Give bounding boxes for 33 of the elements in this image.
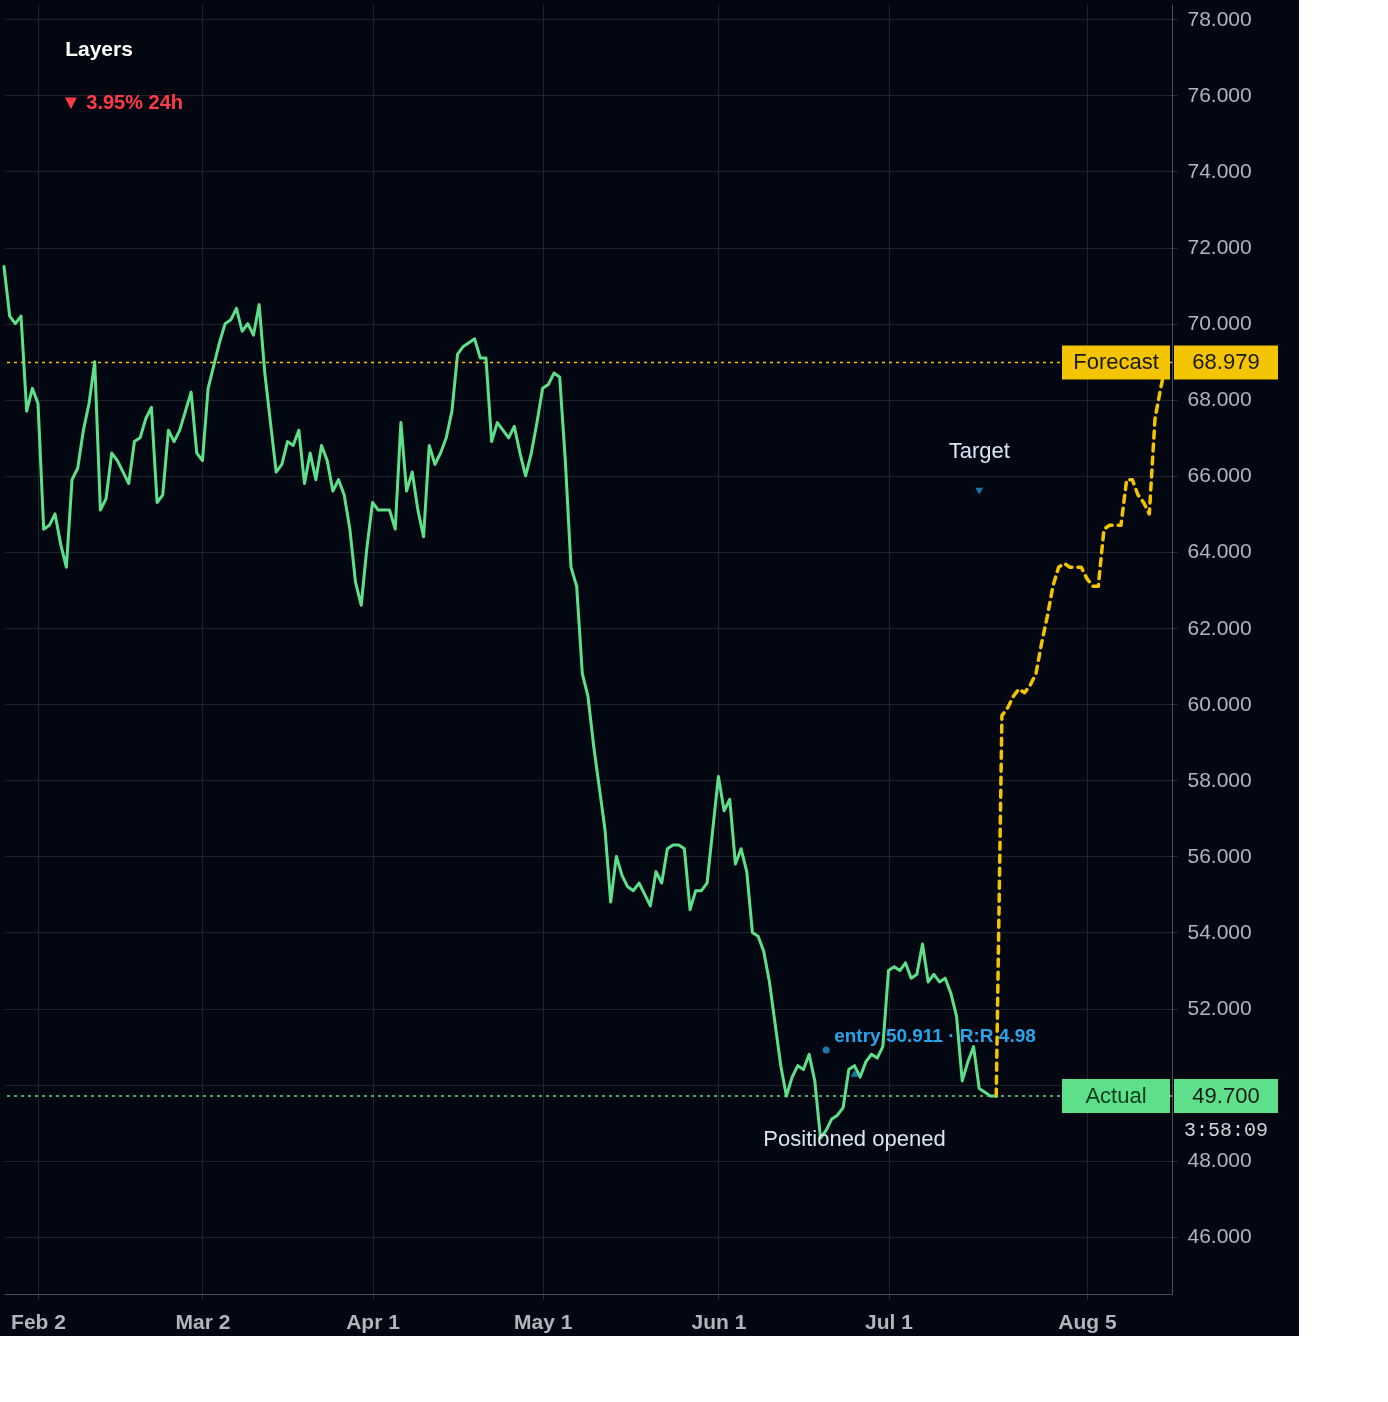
annotation: Target	[948, 438, 1010, 464]
y-tick-label: 46.000	[1187, 1224, 1252, 1248]
text: 68.979	[1192, 349, 1260, 375]
y-tick-label: 56.000	[1187, 843, 1252, 867]
x-tick-label: Jul 1	[865, 1309, 914, 1333]
x-tick-label: Apr 1	[346, 1309, 401, 1333]
annotation: ▼ 3.95% 24h	[60, 91, 184, 113]
y-tick-label: 64.000	[1187, 539, 1252, 563]
y-tick-label: 68.000	[1187, 387, 1252, 411]
y-tick-label: 54.000	[1187, 920, 1252, 943]
x-tick-label: Aug 5	[1058, 1309, 1117, 1333]
y-tick-label: 78.000	[1187, 6, 1252, 30]
annotation: Positioned opened	[763, 1126, 946, 1152]
ref-line-label: Actual	[1085, 1083, 1147, 1109]
y-tick-label: 58.000	[1187, 767, 1252, 791]
y-tick-label: 76.000	[1187, 82, 1252, 106]
annotation: entry 50.911 · R:R 4.98	[834, 1025, 1036, 1047]
x-tick-label: Feb 2	[11, 1309, 66, 1333]
y-tick-label: 66.000	[1187, 463, 1252, 487]
y-tick-label: 48.000	[1187, 1148, 1252, 1172]
text: 3:58:09	[1183, 1119, 1269, 1143]
ref-line-label: Forecast	[1073, 349, 1159, 375]
x-tick-label: Jun 1	[691, 1309, 747, 1333]
y-tick-label: 60.000	[1187, 691, 1252, 715]
y-tick-label: 62.000	[1187, 615, 1252, 639]
x-tick-label: Mar 2	[175, 1309, 231, 1333]
annotation: Layers	[65, 37, 133, 60]
y-tick-label: 72.000	[1187, 235, 1252, 259]
y-tick-label: 74.000	[1187, 158, 1252, 182]
text: 49.700	[1192, 1083, 1260, 1109]
x-tick-label: May 1	[513, 1309, 573, 1333]
y-tick-label: 52.000	[1187, 996, 1252, 1020]
y-tick-label: 70.000	[1187, 311, 1252, 335]
